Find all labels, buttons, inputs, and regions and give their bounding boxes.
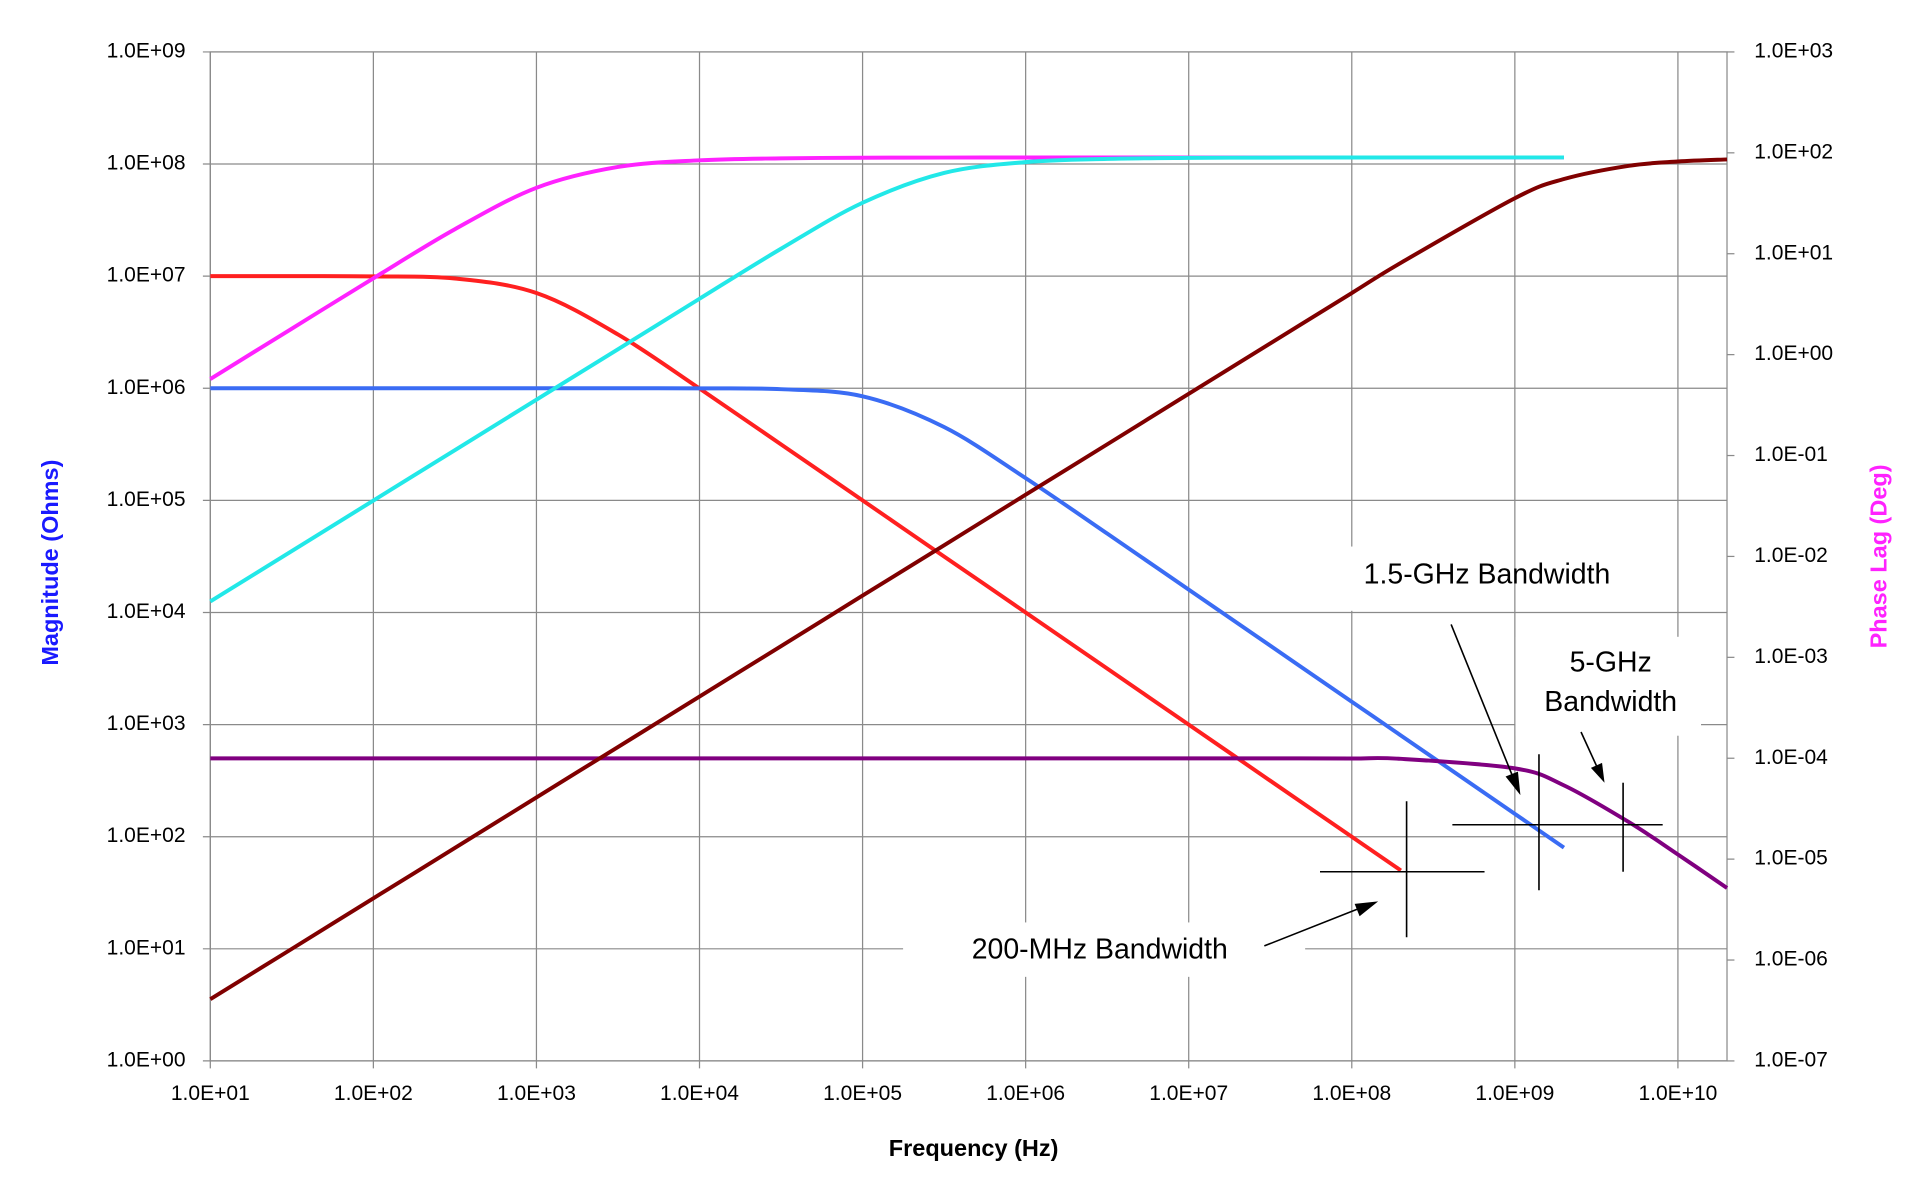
series-line [210,756,1729,890]
y2-tick-label: 1.0E-07 [1754,1048,1828,1071]
annotations: 1.5-GHz Bandwidth 5-GHz Bandwidth 200-MH… [903,546,1702,977]
arrow-head [1354,901,1379,917]
y2-tick-label: 1.0E-04 [1754,746,1828,769]
y2-tick-label: 1.0E+03 [1754,39,1833,62]
y2-tick-label: 1.0E+02 [1754,140,1833,163]
arrow-heads [1354,762,1605,917]
y-axis-title: Magnitude (Ohms) [37,460,63,666]
x-tick-label: 1.0E+02 [334,1082,413,1105]
x-tick-label: 1.0E+09 [1475,1082,1554,1105]
series-line [209,155,1564,604]
y2-tick-label: 1.0E+00 [1754,342,1833,365]
y2-axis-title: Phase Lag (Deg) [1866,464,1892,648]
y2-tick-label: 1.0E-02 [1754,544,1828,567]
y-tick-label: 1.0E+08 [107,152,186,175]
y-tick-label: 1.0E+09 [107,39,186,62]
y-tick-label: 1.0E+00 [107,1048,186,1071]
arrow [1264,903,1372,947]
series-line [210,386,1566,850]
arrow-head [1590,762,1605,783]
x-tick-label: 1.0E+06 [986,1082,1065,1105]
x-tick-label: 1.0E+10 [1638,1082,1717,1105]
y-tick-label: 1.0E+02 [107,824,186,847]
series-line [209,157,1728,1001]
note-background [903,922,1306,977]
x-axis-title: Frequency (Hz) [889,1135,1059,1161]
series-line [210,274,1402,873]
bandwidth-markers [1264,624,1663,947]
x-tick-label: 1.0E+08 [1312,1082,1391,1105]
y-tick-label: 1.0E+07 [107,264,186,287]
annotation: 200-MHz Bandwidth [972,933,1228,965]
plot-frame [209,51,1728,1062]
y-tick-label: 1.0E+04 [107,600,186,623]
y2-tick-label: 1.0E+01 [1754,241,1833,264]
arrow-head [1505,771,1521,796]
y2-tick-label: 1.0E-05 [1754,847,1828,870]
x-tick-label: 1.0E+05 [823,1082,902,1105]
annotation: Bandwidth [1544,686,1677,718]
x-tick-label: 1.0E+01 [171,1082,250,1105]
x-tick-label: 1.0E+07 [1149,1082,1228,1105]
annotation: 5-GHz [1570,647,1652,679]
arrow [1450,624,1518,787]
y2-tick-label: 1.0E-03 [1754,645,1828,668]
y-tick-label: 1.0E+05 [107,488,186,511]
y-tick-label: 1.0E+01 [107,936,186,959]
x-tick-label: 1.0E+04 [660,1082,739,1105]
y-tick-label: 1.0E+06 [107,376,186,399]
y2-tick-label: 1.0E-06 [1754,948,1828,971]
annotation: 1.5-GHz Bandwidth [1364,559,1611,591]
y-tick-label: 1.0E+03 [107,712,186,735]
x-tick-label: 1.0E+03 [497,1082,576,1105]
y2-tick-label: 1.0E-01 [1754,443,1828,466]
note-background [1515,636,1702,736]
note-background [1321,546,1505,611]
